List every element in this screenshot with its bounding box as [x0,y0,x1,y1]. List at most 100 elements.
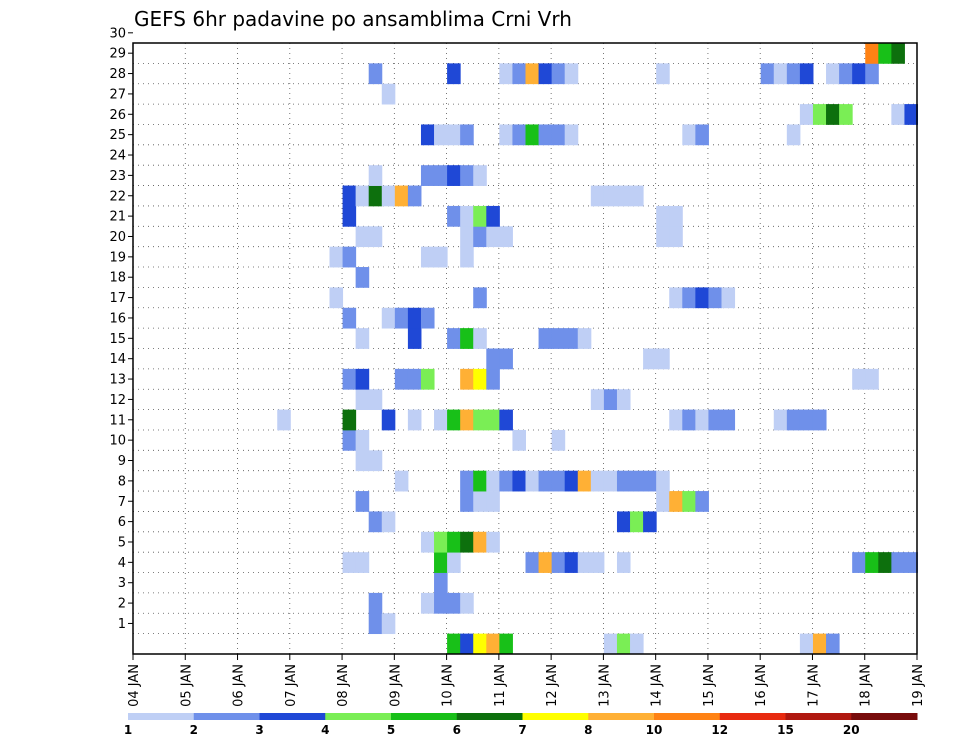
heatmap-cell [708,409,722,431]
heatmap-cell [564,470,579,492]
y-tick-label: 29 [109,47,126,62]
heatmap-cell [669,409,683,431]
heatmap-cell [342,246,357,268]
heatmap-cell [460,531,474,553]
heatmap-cell [381,307,396,329]
x-tick-label: 07 JAN [284,664,299,707]
heatmap-cell [355,226,370,248]
heatmap-cell [381,613,396,635]
heatmap-cell [499,124,513,146]
heatmap-cell [799,63,814,85]
heatmap-cell [355,450,370,472]
heatmap-cell [447,552,461,573]
heatmap-cell [473,226,487,248]
x-tick-label: 17 JAN [806,664,821,707]
chart-title: GEFS 6hr padavine po ansamblima Crni Vrh [134,7,572,31]
legend-label: 6 [453,723,461,737]
heatmap-cell [486,633,500,655]
heatmap-cell [512,470,526,492]
heatmap-cell [407,185,422,207]
x-tick-label: 16 JAN [754,664,769,707]
heatmap-cell [656,226,670,248]
y-tick-label: 11 [109,413,126,428]
heatmap-cell [695,409,709,431]
heatmap-cell [656,491,670,512]
heatmap-cell [512,124,526,146]
heatmap-cell [486,226,500,248]
heatmap-cell [473,470,487,492]
heatmap-cell [447,531,461,553]
legend-label: 10 [646,723,663,737]
heatmap-cells [277,43,918,655]
y-tick-label: 23 [109,169,126,184]
heatmap-cell [434,572,448,594]
heatmap-cell [473,409,487,431]
x-tick-label: 12 JAN [545,664,560,707]
legend-swatch [785,713,852,720]
heatmap-cell [656,348,670,370]
legend-swatch [851,713,918,720]
heatmap-cell [381,409,396,431]
y-tick-label: 21 [109,210,126,225]
heatmap-cell [460,328,474,349]
heatmap-cell [799,409,814,431]
y-tick-label: 9 [118,454,126,469]
legend-label: 20 [843,723,860,737]
heatmap-cell [460,470,474,492]
heatmap-cell [643,511,657,533]
heatmap-cell [812,104,827,125]
heatmap-cell [708,287,722,309]
heatmap-cell [682,409,696,431]
y-tick-label: 4 [118,556,126,571]
heatmap-cell [590,470,605,492]
heatmap-cell [329,287,344,309]
x-tick-label: 18 JAN [859,664,874,707]
y-tick-label: 7 [118,495,126,510]
heatmap-cell [460,226,474,248]
y-tick-label: 10 [109,434,126,449]
heatmap-cell [407,368,422,390]
y-tick-label: 2 [118,597,126,612]
heatmap-cell [812,633,827,655]
heatmap-cell [499,226,513,248]
x-tick-label: 05 JAN [179,664,194,707]
y-tick-label: 30 [109,26,126,41]
heatmap-cell [577,470,592,492]
heatmap-cell [656,63,670,85]
heatmap-cell [407,409,422,431]
heatmap-cell [368,450,383,472]
heatmap-cell [499,470,513,492]
heatmap-cell [460,409,474,431]
y-tick-label: 15 [109,332,126,347]
y-tick-label: 5 [118,535,126,550]
heatmap-cell [616,389,631,410]
heatmap-cell [342,307,357,329]
heatmap-cell [420,124,435,146]
heatmap-cell [551,63,566,85]
heatmap-cell [538,470,553,492]
legend-label: 5 [387,723,395,737]
heatmap-cell [695,124,709,146]
heatmap-cell [355,267,370,288]
y-tick-label: 12 [109,393,126,408]
heatmap-cell [355,552,370,573]
heatmap-cell [420,246,435,268]
heatmap-cell [865,552,879,573]
heatmap-cell [447,205,461,227]
heatmap-cell [891,552,905,573]
heatmap-cell [630,511,644,533]
heatmap-cell [695,491,709,512]
heatmap-cell [342,409,357,431]
y-tick-label: 22 [109,189,126,204]
heatmap-cell [865,368,879,390]
heatmap-cell [551,470,566,492]
heatmap-cell [499,63,513,85]
heatmap-cell [355,185,370,207]
heatmap-cell [460,633,474,655]
heatmap-cell [420,368,435,390]
heatmap-cell [486,368,500,390]
heatmap-cell [525,63,540,85]
legend-swatch [588,713,655,720]
heatmap-cell [852,368,866,390]
y-tick-label: 17 [109,291,126,306]
